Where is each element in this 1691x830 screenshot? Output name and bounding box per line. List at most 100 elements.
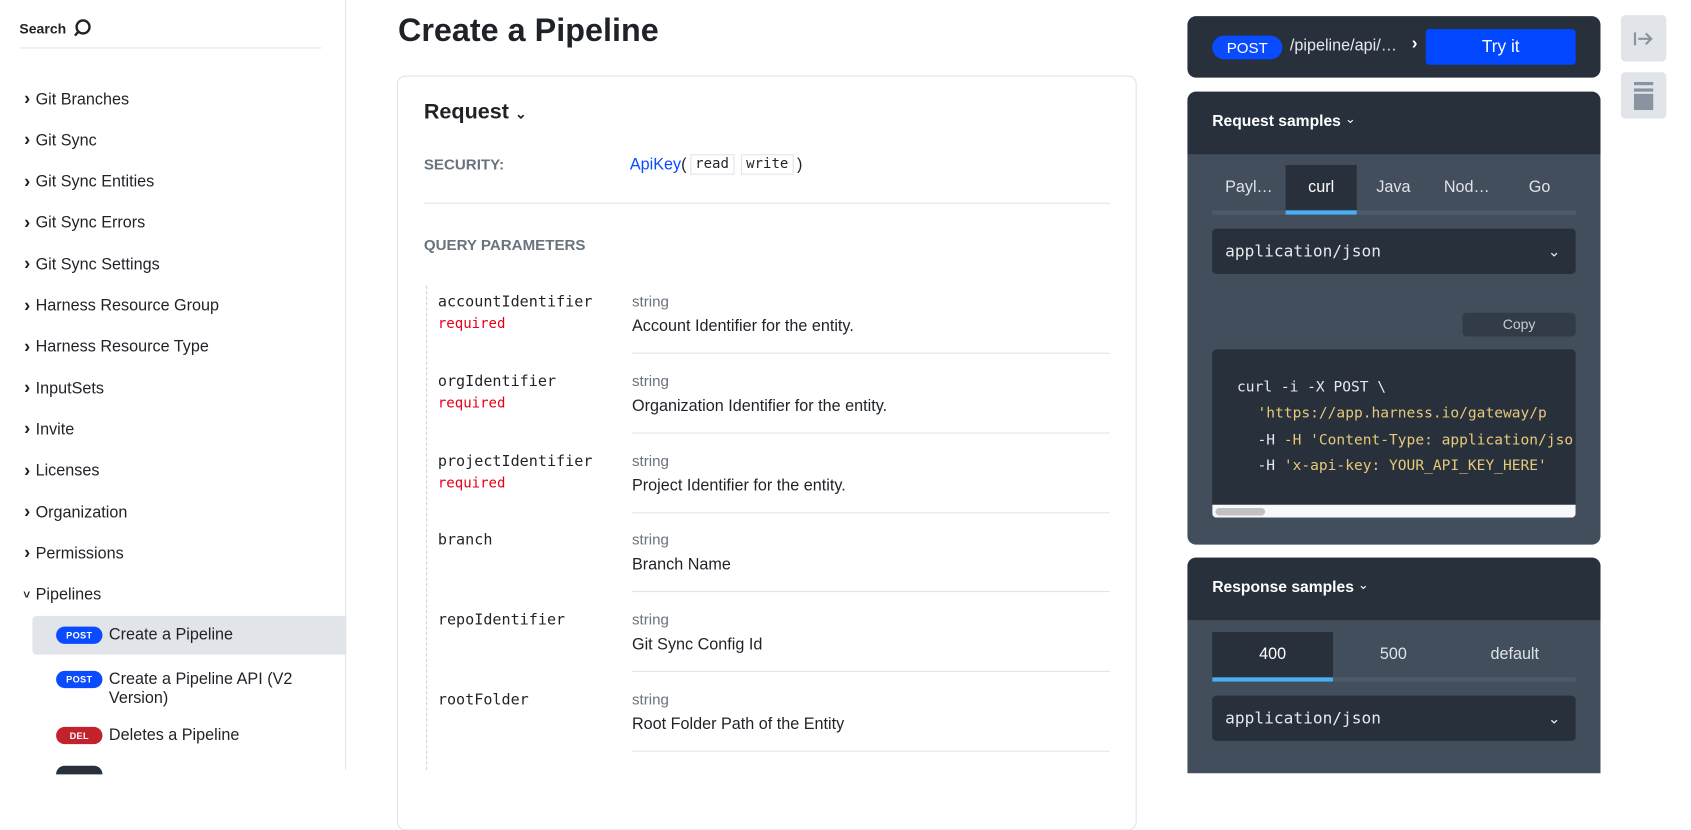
chevron-down-icon: ˅ — [23, 588, 31, 602]
endpoint-path[interactable]: /pipeline/api/… — [1289, 36, 1397, 56]
code-line: 'https://app.harness.io/gateway/p — [1257, 404, 1547, 422]
search-button[interactable]: Search — [19, 18, 92, 37]
sidebar-group-label: Pipelines — [35, 585, 102, 605]
apikey-link[interactable]: ApiKey — [629, 155, 682, 174]
divider — [423, 202, 1110, 204]
response-samples-title: Response samples — [1212, 579, 1354, 597]
param-description: Organization Identifier for the entity. — [632, 396, 888, 416]
scrollbar-thumb[interactable] — [1215, 507, 1266, 516]
param-required: required — [437, 316, 506, 333]
divider — [19, 47, 322, 49]
sidebar-group-label: Git Sync Settings — [35, 255, 160, 274]
tab-track — [1212, 677, 1576, 682]
divider — [632, 591, 1110, 593]
tab-default[interactable]: default — [1490, 644, 1540, 664]
code-line: curl -i -X POST \ — [1237, 378, 1387, 396]
divider — [632, 352, 1110, 354]
content-type-select[interactable]: application/json ⌄ — [1212, 228, 1576, 274]
param-type: string — [632, 451, 669, 469]
endpoint-label: Deletes a Pipeline — [108, 725, 240, 745]
request-toggle[interactable]: Request ⌄ — [424, 100, 527, 125]
sidebar-group-label: Harness Resource Group — [35, 296, 220, 315]
scope-read: read — [689, 154, 735, 175]
tab-500[interactable]: 500 — [1379, 644, 1407, 664]
scope-write: write — [740, 154, 794, 175]
sidebar-group[interactable]: › Git Sync Settings — [0, 244, 346, 285]
horizontal-scrollbar[interactable] — [1212, 504, 1576, 518]
tab-400[interactable]: 400 — [1212, 632, 1334, 682]
sidebar-group[interactable]: › Invite — [0, 409, 346, 450]
request-samples-header[interactable]: Request samples ⌄ — [1187, 91, 1601, 155]
layout-icon — [1633, 81, 1654, 110]
chevron-right-icon: › — [24, 377, 31, 399]
param-type: string — [632, 531, 669, 549]
divider — [632, 671, 1110, 673]
sidebar-group[interactable]: › Git Sync — [0, 120, 346, 161]
endpoint-label: Create a Pipeline API (V2 Version) — [108, 669, 293, 708]
tab-track — [1212, 210, 1576, 215]
sidebar-group[interactable]: › InputSets — [0, 368, 346, 409]
sidebar-group[interactable]: › Permissions — [0, 533, 346, 574]
chevron-right-icon: › — [24, 460, 31, 481]
sidebar-group[interactable]: › Git Sync Entities — [0, 161, 346, 202]
copy-button[interactable]: Copy — [1462, 312, 1576, 337]
layout-toggle-button[interactable] — [1620, 72, 1667, 119]
sidebar-group[interactable]: › Harness Resource Group — [0, 285, 346, 326]
request-samples-panel: Request samples ⌄ Payl… curl Java Nod… Go ap… — [1187, 91, 1601, 545]
code-string: -H 'Content-Type: application/jso — [1283, 431, 1574, 449]
sidebar-group-label: Licenses — [35, 461, 100, 481]
tab-payl[interactable]: Payl… — [1225, 177, 1273, 197]
sidebar-group[interactable]: › Git Sync Errors — [0, 203, 346, 244]
partial-badge — [56, 765, 103, 775]
sidebar-group[interactable]: › Organization — [0, 492, 346, 533]
content-type-value: application/json — [1225, 241, 1382, 261]
language-tabs: Payl… curl Java Nod… Go — [1212, 165, 1576, 215]
request-heading: Request — [423, 100, 509, 125]
param-name: orgIdentifier — [437, 372, 557, 391]
chevron-right-icon[interactable]: › — [1411, 34, 1418, 53]
code-line: -H -H 'Content-Type: application/jso — [1257, 431, 1574, 449]
try-it-button[interactable]: Try it — [1425, 29, 1576, 65]
content-type-select[interactable]: application/json ⌄ — [1212, 695, 1576, 741]
param-name: accountIdentifier — [437, 293, 593, 311]
param-name: branch — [437, 532, 493, 550]
sidebar-group[interactable]: › Licenses — [0, 450, 346, 491]
arrow-right-to-line-icon — [1633, 31, 1653, 45]
divider — [632, 511, 1110, 513]
divider — [632, 750, 1110, 752]
page-title: Create a Pipeline — [397, 12, 659, 49]
chevron-right-icon: › — [24, 418, 31, 440]
tab-nod[interactable]: Nod… — [1443, 177, 1490, 197]
sidebar-group-label: Git Branches — [35, 90, 130, 109]
chevron-right-icon: › — [24, 171, 31, 192]
tab-curl[interactable]: curl — [1285, 165, 1357, 215]
sidebar-endpoint[interactable]: POST Create a Pipeline — [32, 615, 347, 655]
sidebar-group[interactable]: › Git Branches — [0, 79, 346, 120]
security-value: ApiKey(read write) — [629, 154, 803, 175]
chevron-right-icon: › — [24, 542, 31, 564]
chevron-down-icon: ⌄ — [1344, 111, 1356, 127]
code-string: 'x-api-key: YOUR_API_KEY_HERE' — [1283, 457, 1547, 475]
sidebar-group[interactable]: ˅ Pipelines — [0, 574, 346, 615]
sidebar-group-label: Permissions — [35, 544, 124, 563]
sidebar-endpoint[interactable]: DEL Deletes a Pipeline — [32, 716, 346, 755]
chevron-right-icon: › — [24, 294, 31, 316]
chevron-right-icon: › — [24, 212, 31, 233]
content-type-value: application/json — [1225, 708, 1382, 728]
tab-java[interactable]: Java — [1376, 177, 1411, 197]
endpoint-label: Create a Pipeline — [108, 625, 234, 644]
tab-go[interactable]: Go — [1528, 177, 1551, 197]
param-description: Project Identifier for the entity. — [632, 476, 846, 495]
sidebar-endpoint[interactable]: POST Create a Pipeline API (V2 Version) — [32, 660, 346, 718]
sidebar-group-label: Organization — [35, 503, 128, 522]
sidebar-group-label: Invite — [35, 420, 75, 439]
chevron-right-icon: › — [24, 253, 31, 275]
sidebar-group[interactable]: › Harness Resource Type — [0, 327, 346, 368]
chevron-right-icon: › — [24, 336, 31, 357]
sidebar-group-label: Git Sync — [35, 131, 97, 150]
request-samples-title: Request samples — [1212, 113, 1341, 131]
query-params-label: QUERY PARAMETERS — [423, 236, 586, 254]
search-icon — [74, 19, 92, 37]
response-samples-header[interactable]: Response samples ⌄ — [1187, 557, 1601, 621]
collapse-panel-button[interactable] — [1620, 15, 1667, 62]
